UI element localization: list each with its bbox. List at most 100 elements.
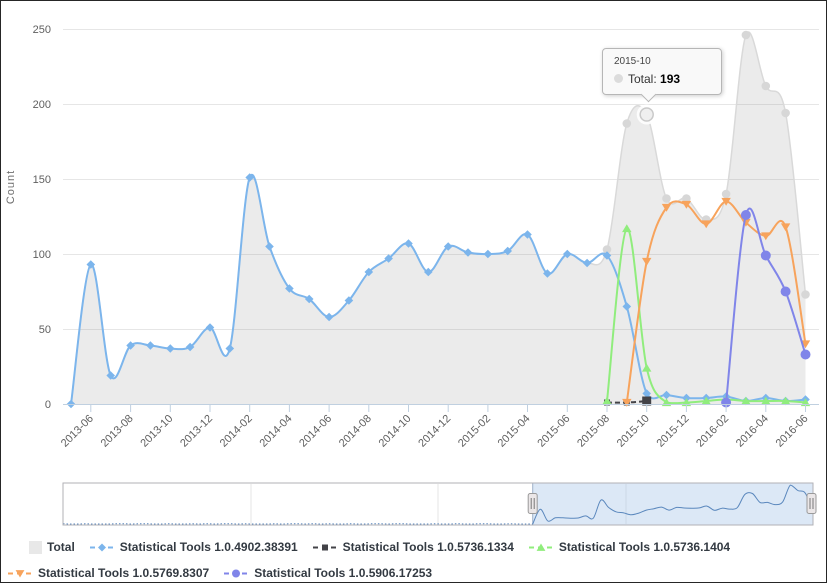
point-0-2015-12[interactable]: [682, 194, 691, 203]
point-1-2013-06[interactable]: [86, 260, 96, 269]
point-0-2016-02[interactable]: [721, 189, 731, 199]
tooltip-series-label: Total:: [628, 72, 657, 86]
point-5-2016-03[interactable]: [740, 210, 751, 220]
point-4-2016-06[interactable]: [800, 340, 811, 349]
point-4-2015-12[interactable]: [681, 200, 692, 209]
point-4-2016-05[interactable]: [780, 223, 791, 232]
point-1-2013-10[interactable]: [166, 344, 175, 353]
y-tick-label: 200: [33, 99, 51, 111]
legend-marker-glyph[interactable]: [97, 543, 106, 551]
chart-canvas: 0 50 100 150 200 250 2013-06 2013-08 2013-10 2013…: [5, 24, 819, 526]
point-1-2013-12[interactable]: [205, 323, 215, 332]
point-1-2015-02[interactable]: [483, 249, 493, 259]
hovered-point[interactable]: [636, 104, 657, 125]
legend-label: Statistical Tools 1.0.5906.17253: [254, 566, 433, 580]
point-1-2014-04[interactable]: [285, 284, 294, 293]
point-1-2015-05[interactable]: [543, 269, 552, 278]
x-tick-label: 2015-04: [496, 413, 533, 450]
point-1-2014-03[interactable]: [265, 242, 274, 251]
point-1-2015-09[interactable]: [622, 302, 632, 311]
navigator-handle-right[interactable]: [806, 493, 817, 514]
legend-item-series-3[interactable]: Statistical Tools 1.0.5736.1404: [528, 540, 730, 554]
legend-item-series-1[interactable]: Statistical Tools 1.0.4902.38391: [89, 540, 298, 554]
x-tick-label: 2013-10: [138, 413, 175, 450]
x-tick-label: 2014-10: [377, 413, 414, 450]
point-3-2016-05[interactable]: [780, 396, 791, 405]
point-3-2016-04[interactable]: [761, 396, 771, 405]
point-1-2015-10[interactable]: [642, 389, 651, 398]
point-0-2016-04[interactable]: [761, 81, 771, 91]
point-0-2016-03[interactable]: [741, 30, 751, 40]
point-3-2015-09[interactable]: [622, 224, 632, 233]
point-5-2016-05[interactable]: [780, 286, 791, 297]
y-axis-title: Count: [5, 170, 17, 204]
point-1-2014-09[interactable]: [384, 254, 393, 263]
x-tick-label: 2014-04: [257, 413, 294, 450]
point-4-2015-11[interactable]: [661, 203, 672, 212]
legend-item-total[interactable]: Total: [29, 540, 75, 554]
point-1-2015-07[interactable]: [582, 258, 592, 268]
point-3-2016-01[interactable]: [701, 396, 711, 405]
point-1-2015-12[interactable]: [682, 393, 691, 403]
point-0-2015-09[interactable]: [622, 119, 632, 128]
point-1-2015-03[interactable]: [503, 246, 512, 256]
tooltip-value: 193: [660, 72, 681, 86]
point-5-2016-04[interactable]: [760, 250, 771, 261]
x-tick-label: 2013-12: [178, 413, 215, 450]
point-1-2014-06[interactable]: [324, 312, 334, 322]
point-4-2016-03[interactable]: [741, 218, 751, 227]
point-4-2016-01[interactable]: [701, 220, 711, 229]
point-1-2014-02[interactable]: [245, 173, 254, 182]
legend-marker-icon: [312, 544, 337, 550]
point-4-2015-09[interactable]: [622, 398, 632, 407]
y-tick-label: 250: [33, 24, 51, 36]
point-1-2015-08[interactable]: [602, 251, 612, 260]
tooltip-series-bullet: [614, 74, 623, 83]
point-1-2014-07[interactable]: [344, 296, 354, 305]
point-1-2014-05[interactable]: [304, 294, 314, 304]
point-0-2016-06[interactable]: [801, 290, 810, 299]
point-1-2015-11[interactable]: [662, 390, 671, 400]
hovered-total-marker[interactable]: [639, 107, 654, 122]
point-4-2016-04[interactable]: [761, 232, 771, 241]
series-line-4: [625, 200, 807, 403]
x-tick-label: 2015-12: [654, 413, 691, 450]
legend-marker-glyph[interactable]: [321, 544, 328, 550]
point-3-2015-08[interactable]: [602, 396, 612, 405]
point-1-2013-11[interactable]: [185, 342, 195, 352]
point-2-2015-10[interactable]: [642, 396, 652, 406]
point-3-2016-03[interactable]: [741, 396, 751, 405]
point-0-2015-08[interactable]: [602, 245, 612, 254]
point-1-2014-01[interactable]: [225, 344, 235, 353]
point-1-2014-11[interactable]: [424, 267, 433, 277]
total-area: [71, 32, 806, 404]
legend-item-series-2[interactable]: Statistical Tools 1.0.5736.1334: [312, 540, 514, 554]
tooltip-date: 2015-10: [614, 56, 651, 67]
point-3-2015-10[interactable]: [641, 363, 652, 372]
point-1-2014-10[interactable]: [404, 239, 413, 248]
point-1-2013-08[interactable]: [126, 341, 135, 350]
x-tick-label: 2016-04: [734, 413, 771, 450]
legend-marker-glyph[interactable]: [15, 569, 25, 577]
point-1-2014-12[interactable]: [443, 242, 453, 251]
point-0-2016-05[interactable]: [781, 108, 790, 118]
navigator[interactable]: [62, 482, 817, 526]
point-4-2016-02[interactable]: [721, 197, 731, 206]
legend-item-series-4[interactable]: Statistical Tools 1.0.5769.8307: [7, 566, 209, 580]
legend-item-series-5[interactable]: Statistical Tools 1.0.5906.17253: [223, 566, 432, 580]
point-1-2015-06[interactable]: [563, 249, 572, 259]
navigator-handle-left[interactable]: [527, 493, 538, 514]
y-tick-label: 100: [33, 249, 51, 261]
point-0-2015-11[interactable]: [662, 194, 671, 203]
point-1-2013-09[interactable]: [146, 341, 155, 350]
point-1-2014-08[interactable]: [364, 267, 374, 277]
point-5-2016-06[interactable]: [800, 349, 811, 360]
point-4-2015-10[interactable]: [641, 257, 652, 266]
point-1-2015-01[interactable]: [463, 248, 473, 257]
legend-label: Statistical Tools 1.0.4902.38391: [119, 540, 298, 554]
point-1-2013-07[interactable]: [106, 371, 115, 380]
legend-marker-glyph[interactable]: [232, 569, 241, 577]
point-1-2015-04[interactable]: [523, 230, 532, 239]
y-tick-label: 50: [39, 324, 51, 336]
legend-marker-glyph[interactable]: [536, 543, 546, 551]
